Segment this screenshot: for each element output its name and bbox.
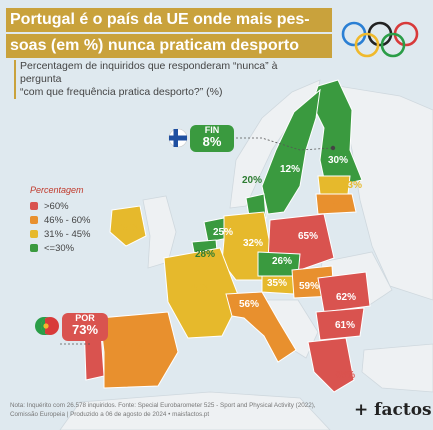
- legend: Percentagem >60% 46% - 60% 31% - 45% <=3…: [30, 185, 90, 255]
- label-finland: 30%: [328, 155, 348, 166]
- label-netherlands: 25%: [213, 227, 233, 238]
- label-estonia: 33%: [342, 180, 362, 191]
- country-spain: [99, 311, 179, 389]
- label-italy: 56%: [239, 299, 259, 310]
- label-slovenia: 35%: [267, 278, 287, 289]
- country-bulgaria: [315, 307, 365, 341]
- country-ireland: [109, 205, 147, 247]
- country-sweden: [261, 88, 321, 215]
- label-belgium: 28%: [195, 249, 215, 260]
- subtitle-line-2: “com que frequência pratica desporto?” (…: [20, 86, 223, 98]
- legend-swatch: [30, 230, 38, 238]
- land-turkey: [361, 343, 433, 393]
- label-france: 45%: [190, 283, 210, 294]
- portugal-callout: POR 73%: [62, 313, 108, 341]
- legend-item: 46% - 60%: [30, 213, 90, 227]
- country-romania: [317, 271, 371, 313]
- footnote-line-1: Nota: Inquérito com 26.578 inquiridos. F…: [10, 402, 316, 409]
- title-line-2: soas (em %) nunca praticam desporto: [6, 34, 332, 58]
- legend-item: >60%: [30, 199, 90, 213]
- subtitle: Percentagem de inquiridos que respondera…: [14, 60, 310, 99]
- country-italy: [225, 291, 297, 363]
- label-bulgaria: 61%: [335, 320, 355, 331]
- finland-callout-country: FIN: [204, 125, 220, 135]
- label-ireland: 35%: [120, 223, 140, 234]
- legend-item: 31% - 45%: [30, 227, 90, 241]
- label-romania: 62%: [336, 292, 356, 303]
- label-greece: 68%: [335, 370, 355, 381]
- legend-item: <=30%: [30, 241, 90, 255]
- legend-title: Percentagem: [30, 185, 84, 195]
- country-latvia: [315, 193, 357, 215]
- fin-leader-line: [212, 137, 333, 151]
- legend-label: <=30%: [44, 242, 75, 254]
- portugal-callout-value: 73%: [71, 322, 99, 337]
- portugal-flag-icon: [35, 317, 59, 335]
- title-line-1: Portugal é o país da UE onde mais pes-: [6, 8, 332, 32]
- olympic-rings-icon: [341, 21, 419, 58]
- label-austria: 26%: [272, 256, 292, 267]
- portugal-callout-country: POR: [75, 313, 95, 323]
- label-poland: 65%: [298, 231, 318, 242]
- label-latvia: 53%: [333, 197, 353, 208]
- legend-swatch: [30, 244, 38, 252]
- legend-label: >60%: [44, 200, 69, 212]
- legend-swatch: [30, 202, 38, 210]
- country-greece: [307, 337, 355, 393]
- land-africa: [59, 391, 331, 430]
- finland-callout-value: 8%: [202, 134, 222, 149]
- legend-label: 31% - 45%: [44, 228, 91, 240]
- country-france: [163, 247, 241, 339]
- label-hungary: 59%: [299, 281, 319, 292]
- legend-swatch: [30, 216, 38, 224]
- label-spain: 47%: [123, 342, 143, 353]
- label-germany: 32%: [243, 238, 263, 249]
- finland-callout: FIN 8%: [190, 125, 234, 152]
- finland-flag-icon: [168, 128, 188, 148]
- fin-leader-dot: [330, 145, 336, 151]
- subtitle-line-1: Percentagem de inquiridos que respondera…: [20, 60, 278, 85]
- label-denmark: 20%: [242, 175, 262, 186]
- footnote-line-2: Comissão Europeia | Produzido a 06 de ag…: [10, 411, 210, 418]
- footnote: Nota: Inquérito com 26.578 inquiridos. F…: [10, 401, 340, 419]
- label-sweden: 12%: [280, 164, 300, 175]
- legend-label: 46% - 60%: [44, 214, 91, 226]
- brand-logo: + factos: [354, 400, 432, 420]
